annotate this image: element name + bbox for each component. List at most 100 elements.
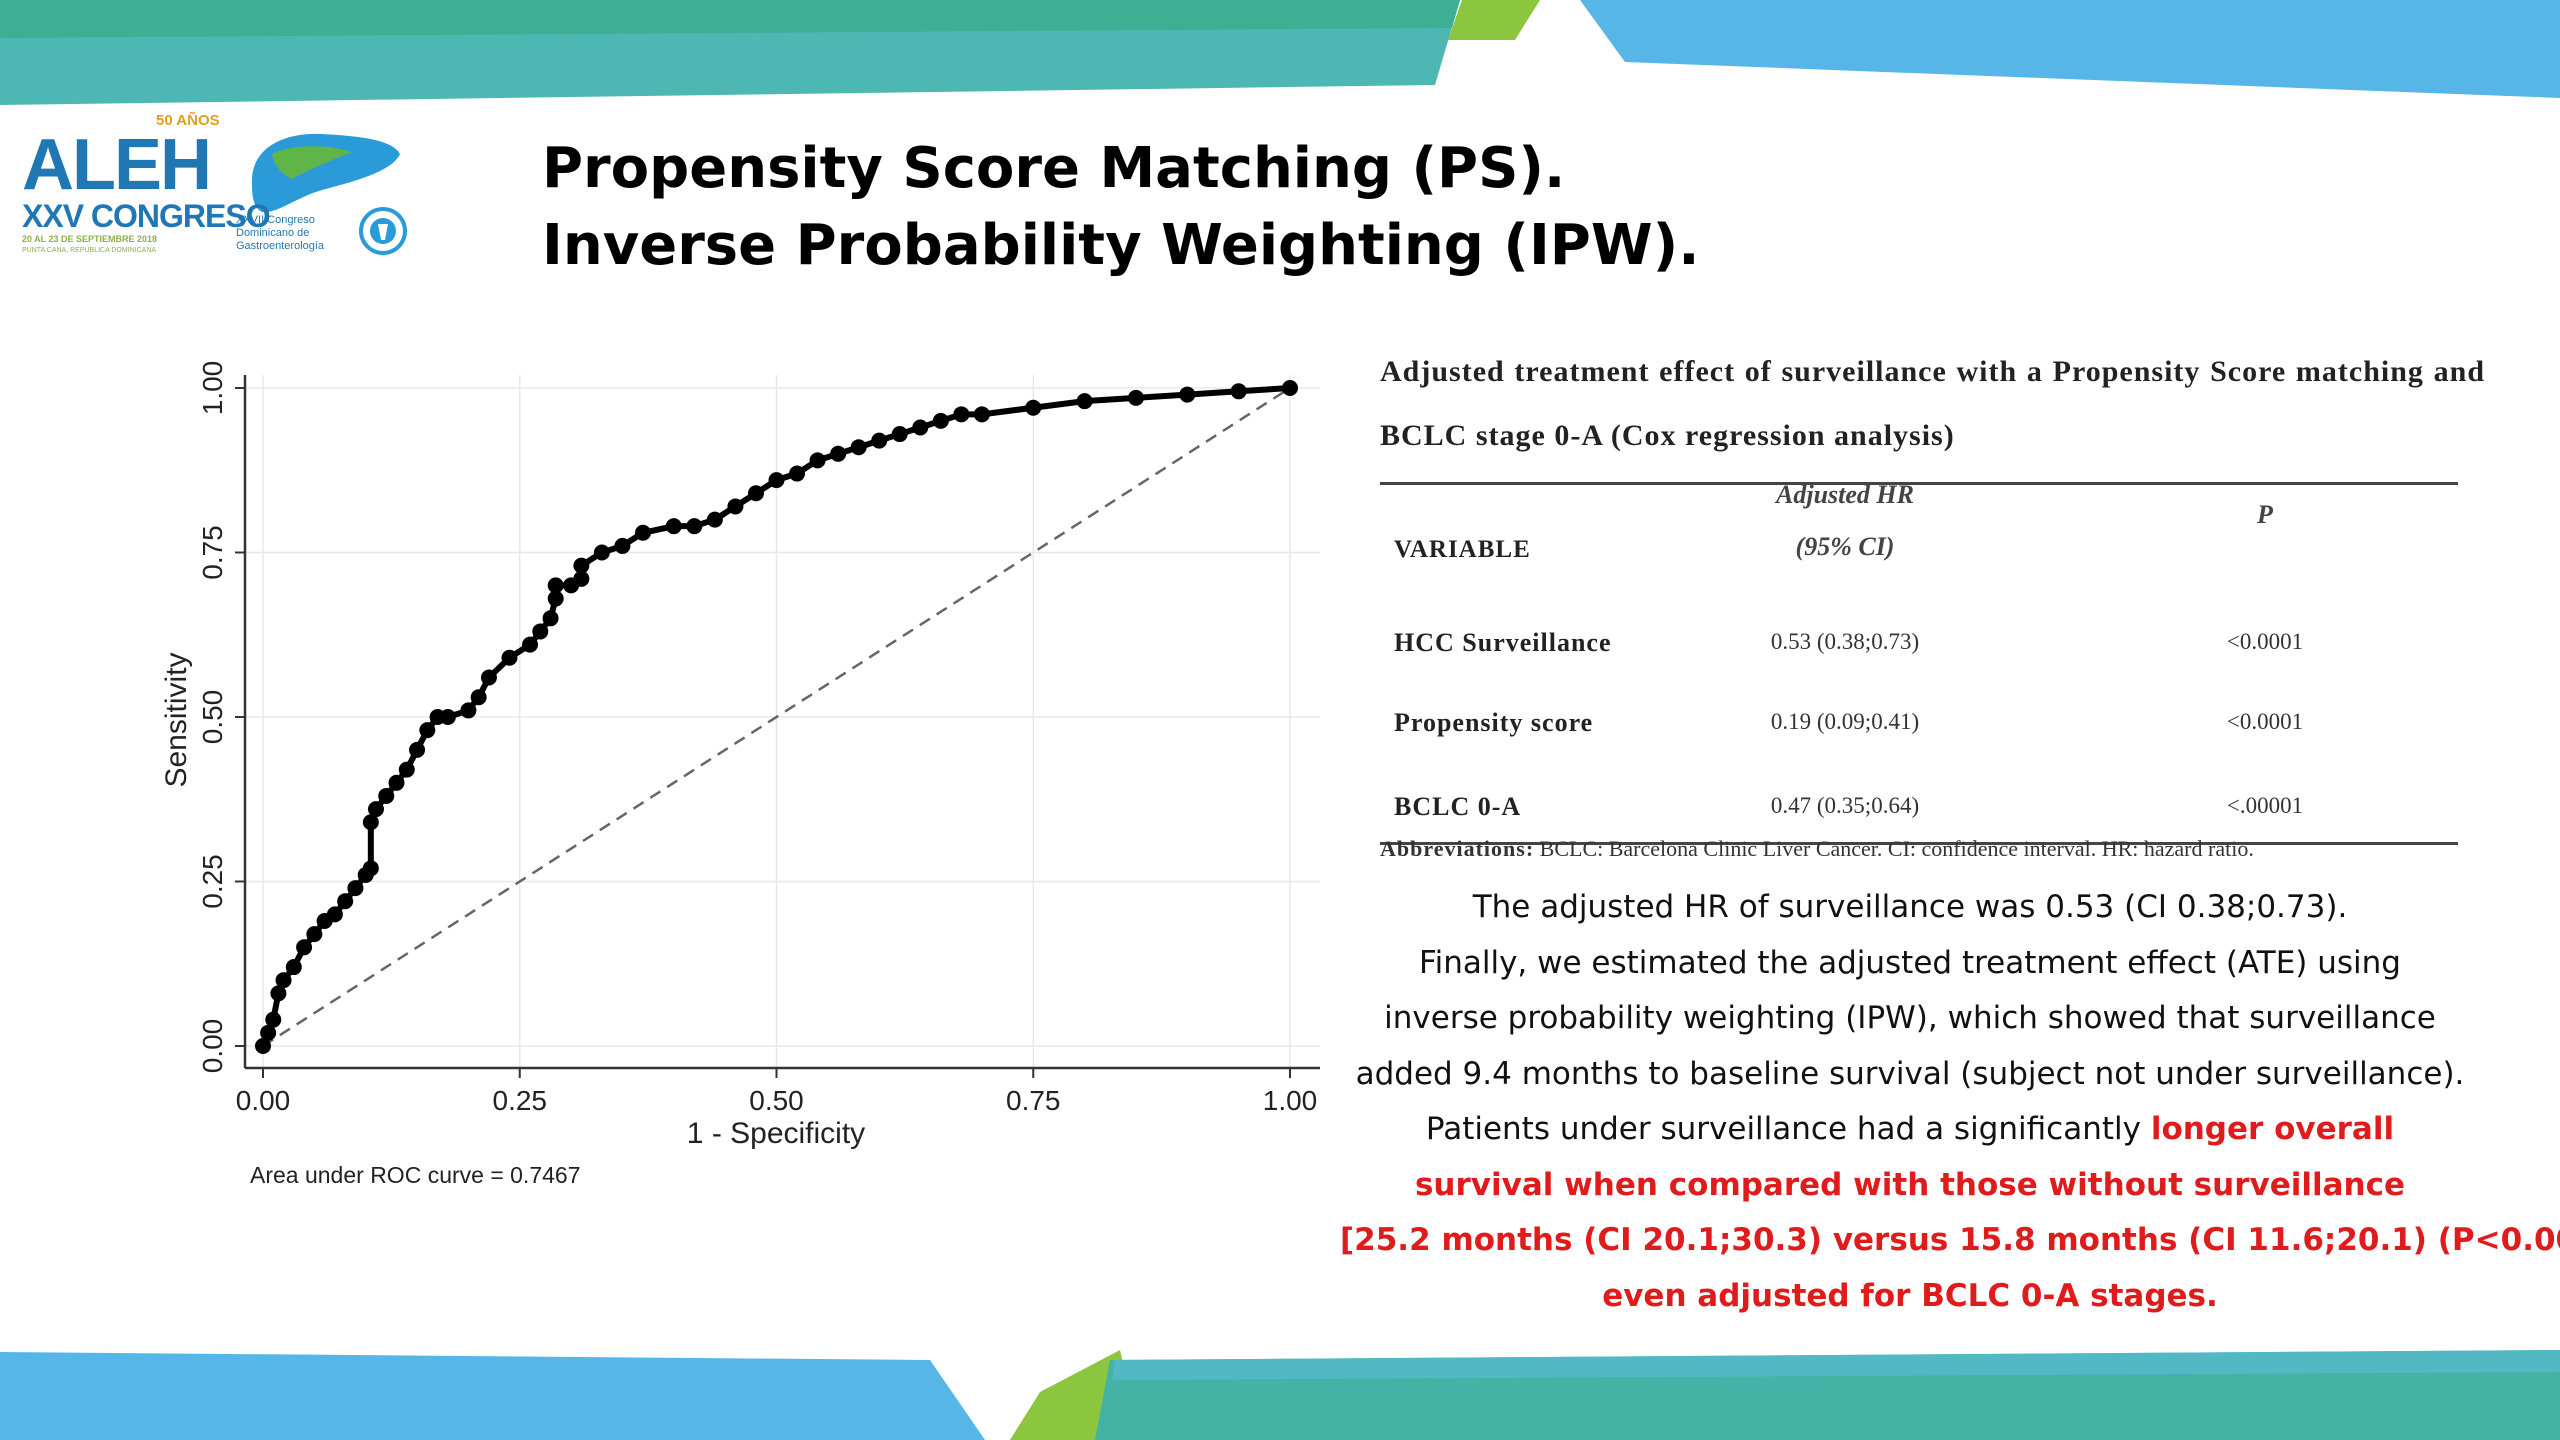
roc-chart: 0.00 0.25 0.50 0.75 1.00 0.00 0.25 0.50 0.75 1.0…	[160, 361, 1320, 1188]
roc-point	[296, 939, 313, 956]
roc-curve-points	[255, 380, 1298, 1054]
roc-point	[265, 1011, 282, 1028]
x-tick-label: 1.00	[1263, 1085, 1318, 1116]
auc-note: Area under ROC curve = 0.7467	[250, 1162, 581, 1188]
table-bottom-rule	[1380, 842, 2458, 845]
roc-point	[1230, 383, 1247, 400]
roc-point	[270, 985, 287, 1002]
roc-point	[727, 498, 744, 515]
summary-line: added 9.4 months to baseline survival (s…	[1355, 1055, 2465, 1092]
logo-anniversary: 50 AÑOS	[156, 112, 220, 129]
header-p: P	[2257, 500, 2273, 529]
roc-point	[634, 524, 651, 541]
roc-point	[285, 959, 302, 976]
roc-point	[573, 557, 590, 574]
logo-place: PUNTA CANA, REPÚBLICA DOMINICANA	[22, 247, 157, 254]
roc-point	[706, 511, 723, 528]
roc-point	[1282, 380, 1298, 396]
table-row-p: <.00001	[2226, 793, 2304, 818]
roc-point	[547, 590, 564, 607]
roc-point	[337, 893, 354, 910]
logo-partner-line2: Dominicano de	[236, 227, 310, 239]
logo-partner-text: XXVII Congreso Dominicano de Gastroenter…	[236, 214, 356, 253]
roc-point	[378, 787, 395, 804]
x-tick-label: 0.25	[493, 1085, 548, 1116]
roc-point	[686, 518, 703, 535]
roc-point	[953, 406, 970, 423]
roc-point	[326, 906, 343, 923]
logo-brand: ALEH	[22, 125, 212, 205]
x-tick-label: 0.50	[749, 1085, 804, 1116]
roc-point	[1025, 399, 1042, 416]
roc-point	[367, 801, 384, 818]
logo-dates: 20 AL 23 DE SEPTIEMBRE 2018	[22, 234, 158, 244]
roc-point	[573, 570, 590, 587]
roc-point	[850, 439, 867, 456]
roc-point	[255, 1038, 271, 1054]
roc-point	[460, 702, 477, 719]
roc-point	[522, 636, 539, 653]
y-ticks: 0.00 0.25 0.50 0.75 1.00	[197, 361, 245, 1074]
x-ticks: 0.00 0.25 0.50 0.75 1.00	[236, 1068, 1318, 1116]
reference-diagonal-line	[262, 386, 1291, 1048]
roc-point	[388, 774, 405, 791]
table-caption: Adjusted treatment effect of surveillanc…	[1380, 355, 2485, 452]
top-teal-band-dark	[0, 0, 1460, 38]
abbreviations-text: BCLC: Barcelona Clinic Liver Cancer. CI:…	[1539, 836, 2254, 861]
roc-point	[830, 445, 847, 462]
bottom-blue-band	[0, 1352, 985, 1440]
slide-title-line2: Inverse Probability Weighting (IPW).	[542, 213, 1700, 278]
roc-point	[470, 689, 487, 706]
table-row-hr: 0.19 (0.09;0.41)	[1770, 709, 1920, 734]
summary-highlight-line: even adjusted for BCLC 0-A stages.	[1602, 1277, 2218, 1314]
table-row-p: <0.0001	[2226, 709, 2304, 734]
table-row-variable: BCLC 0-A	[1394, 792, 1522, 821]
roc-point	[932, 412, 949, 429]
roc-point	[809, 452, 826, 469]
top-green-band	[1448, 0, 1540, 40]
roc-point	[439, 709, 456, 725]
roc-point	[1076, 393, 1093, 410]
x-tick-label: 0.00	[236, 1085, 291, 1116]
header-hr-line2: (95% CI)	[1795, 532, 1895, 561]
top-blue-band	[1580, 0, 2560, 98]
summary-line: Patients under surveillance had a signif…	[1340, 1102, 2480, 1158]
y-tick-label: 0.00	[197, 1019, 228, 1074]
slide-title-line1: Propensity Score Matching (PS).	[542, 136, 1566, 201]
roc-point	[547, 577, 564, 594]
roc-point	[480, 669, 497, 686]
y-tick-label: 0.75	[197, 525, 228, 580]
summary-paragraph: The adjusted HR of surveillance was 0.53…	[1340, 880, 2560, 1324]
table-row-hr: 0.47 (0.35;0.64)	[1770, 793, 1920, 818]
summary-line: inverse probability weighting (IPW), whi…	[1384, 1000, 2436, 1036]
chart-grid	[245, 375, 1320, 1068]
roc-point	[542, 610, 559, 627]
roc-point	[768, 472, 785, 489]
abbreviations-label: Abbreviations:	[1380, 836, 1535, 861]
y-tick-label: 0.50	[197, 690, 228, 745]
table-row-variable: HCC Surveillance	[1394, 628, 1612, 657]
roc-point	[419, 722, 436, 739]
roc-point	[871, 432, 888, 449]
summary-line: The adjusted HR of surveillance was 0.53…	[1472, 889, 2348, 925]
table-row-hr: 0.53 (0.38;0.73)	[1770, 629, 1920, 654]
roc-point	[973, 406, 990, 423]
x-axis-label: 1 - Specificity	[687, 1117, 865, 1150]
roc-point	[501, 649, 518, 666]
table-row-variable: Propensity score	[1394, 708, 1594, 737]
roc-point	[593, 544, 610, 561]
roc-point	[362, 814, 379, 831]
roc-point	[614, 537, 631, 554]
roc-point	[306, 926, 323, 943]
roc-point	[398, 761, 415, 778]
x-tick-label: 0.75	[1006, 1085, 1061, 1116]
roc-point	[409, 741, 426, 758]
roc-point	[1179, 386, 1196, 403]
summary-highlight: longer overall	[2150, 1111, 2395, 1147]
roc-point	[362, 860, 379, 877]
logo-partner-line3: Gastroenterología	[236, 240, 325, 252]
table-top-rule	[1380, 482, 2458, 485]
roc-point	[347, 880, 364, 897]
roc-point	[532, 623, 549, 640]
